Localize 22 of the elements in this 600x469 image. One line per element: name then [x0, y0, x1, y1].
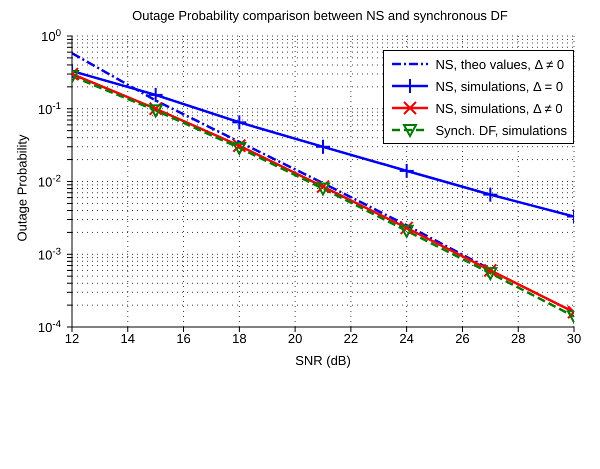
x-tick-label: 12	[64, 331, 80, 346]
x-tick-label: 18	[232, 331, 247, 346]
y-tick-label: 10$^{-3}$	[38, 246, 61, 262]
y-tick-label: 10$^{-2}$	[38, 173, 61, 190]
x-tick-label: 14	[120, 331, 136, 346]
y-tick-label: 10$^{-1}$	[38, 100, 61, 117]
legend-label: NS, simulations, Δ ≠ 0	[436, 100, 563, 116]
chart-title: Outage Probability comparison between NS and synchronous DF	[131, 8, 509, 23]
x-tick-label: 20	[288, 331, 302, 346]
y-tick-label: 10$^{-4}$	[38, 318, 62, 335]
legend-label: Synch. DF, simulations	[436, 122, 567, 138]
y-tick-label: 10$^{0}$	[41, 28, 62, 44]
legend-label: NS, theo values, Δ ≠ 0	[436, 56, 564, 72]
x-tick-label: 30	[566, 331, 582, 346]
x-tick-label: 28	[510, 331, 526, 346]
y-axis-title: Outage Probability	[14, 134, 30, 242]
x-tick-label: 16	[176, 331, 191, 346]
x-tick-label: 26	[455, 331, 470, 346]
x-tick-label: 22	[344, 331, 358, 346]
x-tick-label: 24	[399, 331, 414, 346]
legend-label: NS, simulations, Δ = 0	[436, 78, 564, 94]
x-axis-title: SNR (dB)	[295, 353, 351, 368]
